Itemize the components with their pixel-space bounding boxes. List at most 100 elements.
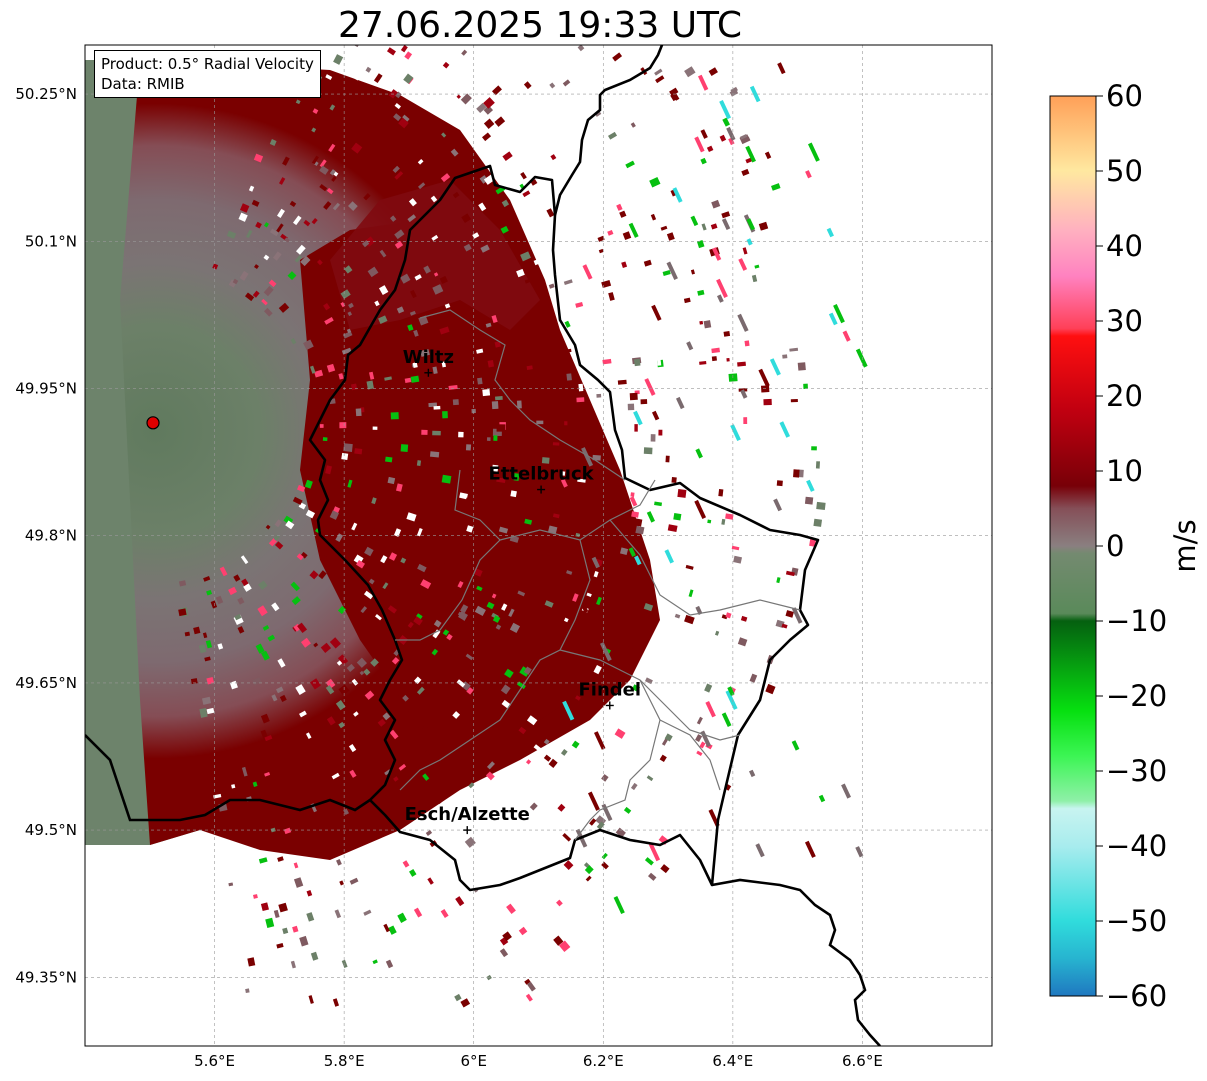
velocity-gate [617,379,627,385]
velocity-gate [374,300,380,307]
velocity-gate [548,665,554,672]
velocity-gate [491,314,498,324]
velocity-gate [326,363,336,373]
velocity-gate [442,411,448,419]
velocity-gate [663,686,672,694]
velocity-gate [427,877,434,885]
velocity-gate [274,519,282,528]
velocity-gate [765,683,776,695]
velocity-gate [252,677,262,686]
velocity-gate [515,360,522,365]
velocity-gate [626,341,636,347]
velocity-gate [755,843,765,858]
velocity-gate [413,907,423,918]
colorbar-tick-label: 40 [1106,229,1143,263]
velocity-gate [754,264,760,269]
velocity-gate [703,320,712,329]
velocity-gate [562,79,571,87]
velocity-gate [626,641,637,650]
velocity-gate [608,292,615,301]
velocity-gate [258,580,268,590]
velocity-gate [264,307,273,317]
velocity-gate [299,935,309,947]
velocity-gate [241,766,248,777]
velocity-gate [327,384,335,389]
data-source-label: Data: RMIB [101,75,185,93]
velocity-gate [500,220,511,228]
velocity-gate [292,925,299,933]
velocity-gate [581,698,591,707]
velocity-gate [278,177,286,185]
velocity-gate [516,681,526,690]
velocity-gate [238,212,248,222]
velocity-gate [777,62,786,75]
velocity-gate [278,302,290,313]
velocity-gate [616,203,623,211]
velocity-gate [677,489,687,498]
velocity-gate [628,547,636,557]
velocity-gate [193,626,201,635]
velocity-gate [325,678,336,689]
velocity-gate [499,948,509,958]
velocity-gate [526,365,533,370]
velocity-gate [655,75,665,84]
velocity-gate [316,259,323,266]
velocity-gate [543,738,550,745]
velocity-gate [323,355,332,363]
velocity-gate [749,85,761,103]
velocity-gate [560,749,568,756]
velocity-gate [696,750,703,756]
velocity-gate [650,213,657,221]
velocity-gate [402,860,410,868]
velocity-gate [524,53,531,61]
y-tick-label: 49.35°N [15,968,77,986]
velocity-gate [394,240,404,249]
velocity-gate [690,215,699,227]
velocity-gate [659,754,667,762]
velocity-gate [461,49,468,56]
velocity-gate [273,756,279,762]
luxembourg-border [308,164,820,892]
velocity-gate [466,687,474,695]
velocity-gate [397,912,407,923]
velocity-gate [726,357,730,362]
velocity-gate [270,228,279,237]
colorbar-tick-label: 60 [1106,79,1143,113]
velocity-gate [628,116,638,126]
velocity-gate [512,665,520,673]
velocity-gate [477,377,483,385]
velocity-gate [594,731,606,750]
velocity-gate [363,909,372,916]
x-tick-label: 6°E [460,1052,487,1070]
velocity-gate [466,525,474,533]
velocity-gate [422,773,430,781]
velocity-gate [580,601,589,613]
velocity-gate [428,475,436,485]
velocity-gate [563,860,574,871]
velocity-gate [578,383,584,392]
velocity-gate [260,902,269,912]
velocity-gate [607,131,618,140]
velocity-gate [523,666,532,675]
velocity-gate [711,199,721,209]
velocity-gate [284,237,290,243]
velocity-gate [560,478,568,488]
velocity-gate [696,239,705,249]
velocity-gate [354,448,363,455]
velocity-gate [463,243,472,252]
velocity-gate [448,384,458,390]
velocity-gate [800,526,810,533]
velocity-gate [465,653,474,661]
velocity-gate [400,45,408,53]
velocity-gate [245,292,255,302]
velocity-gate [666,261,678,280]
velocity-gate [335,700,346,711]
velocity-gate [667,524,678,533]
velocity-gate [695,448,703,459]
velocity-gate [706,145,714,153]
velocity-speckles [178,45,868,1008]
velocity-gate [267,634,276,642]
velocity-gate [379,285,389,295]
velocity-gate [525,993,533,1002]
y-tick-label: 49.5°N [25,821,77,839]
